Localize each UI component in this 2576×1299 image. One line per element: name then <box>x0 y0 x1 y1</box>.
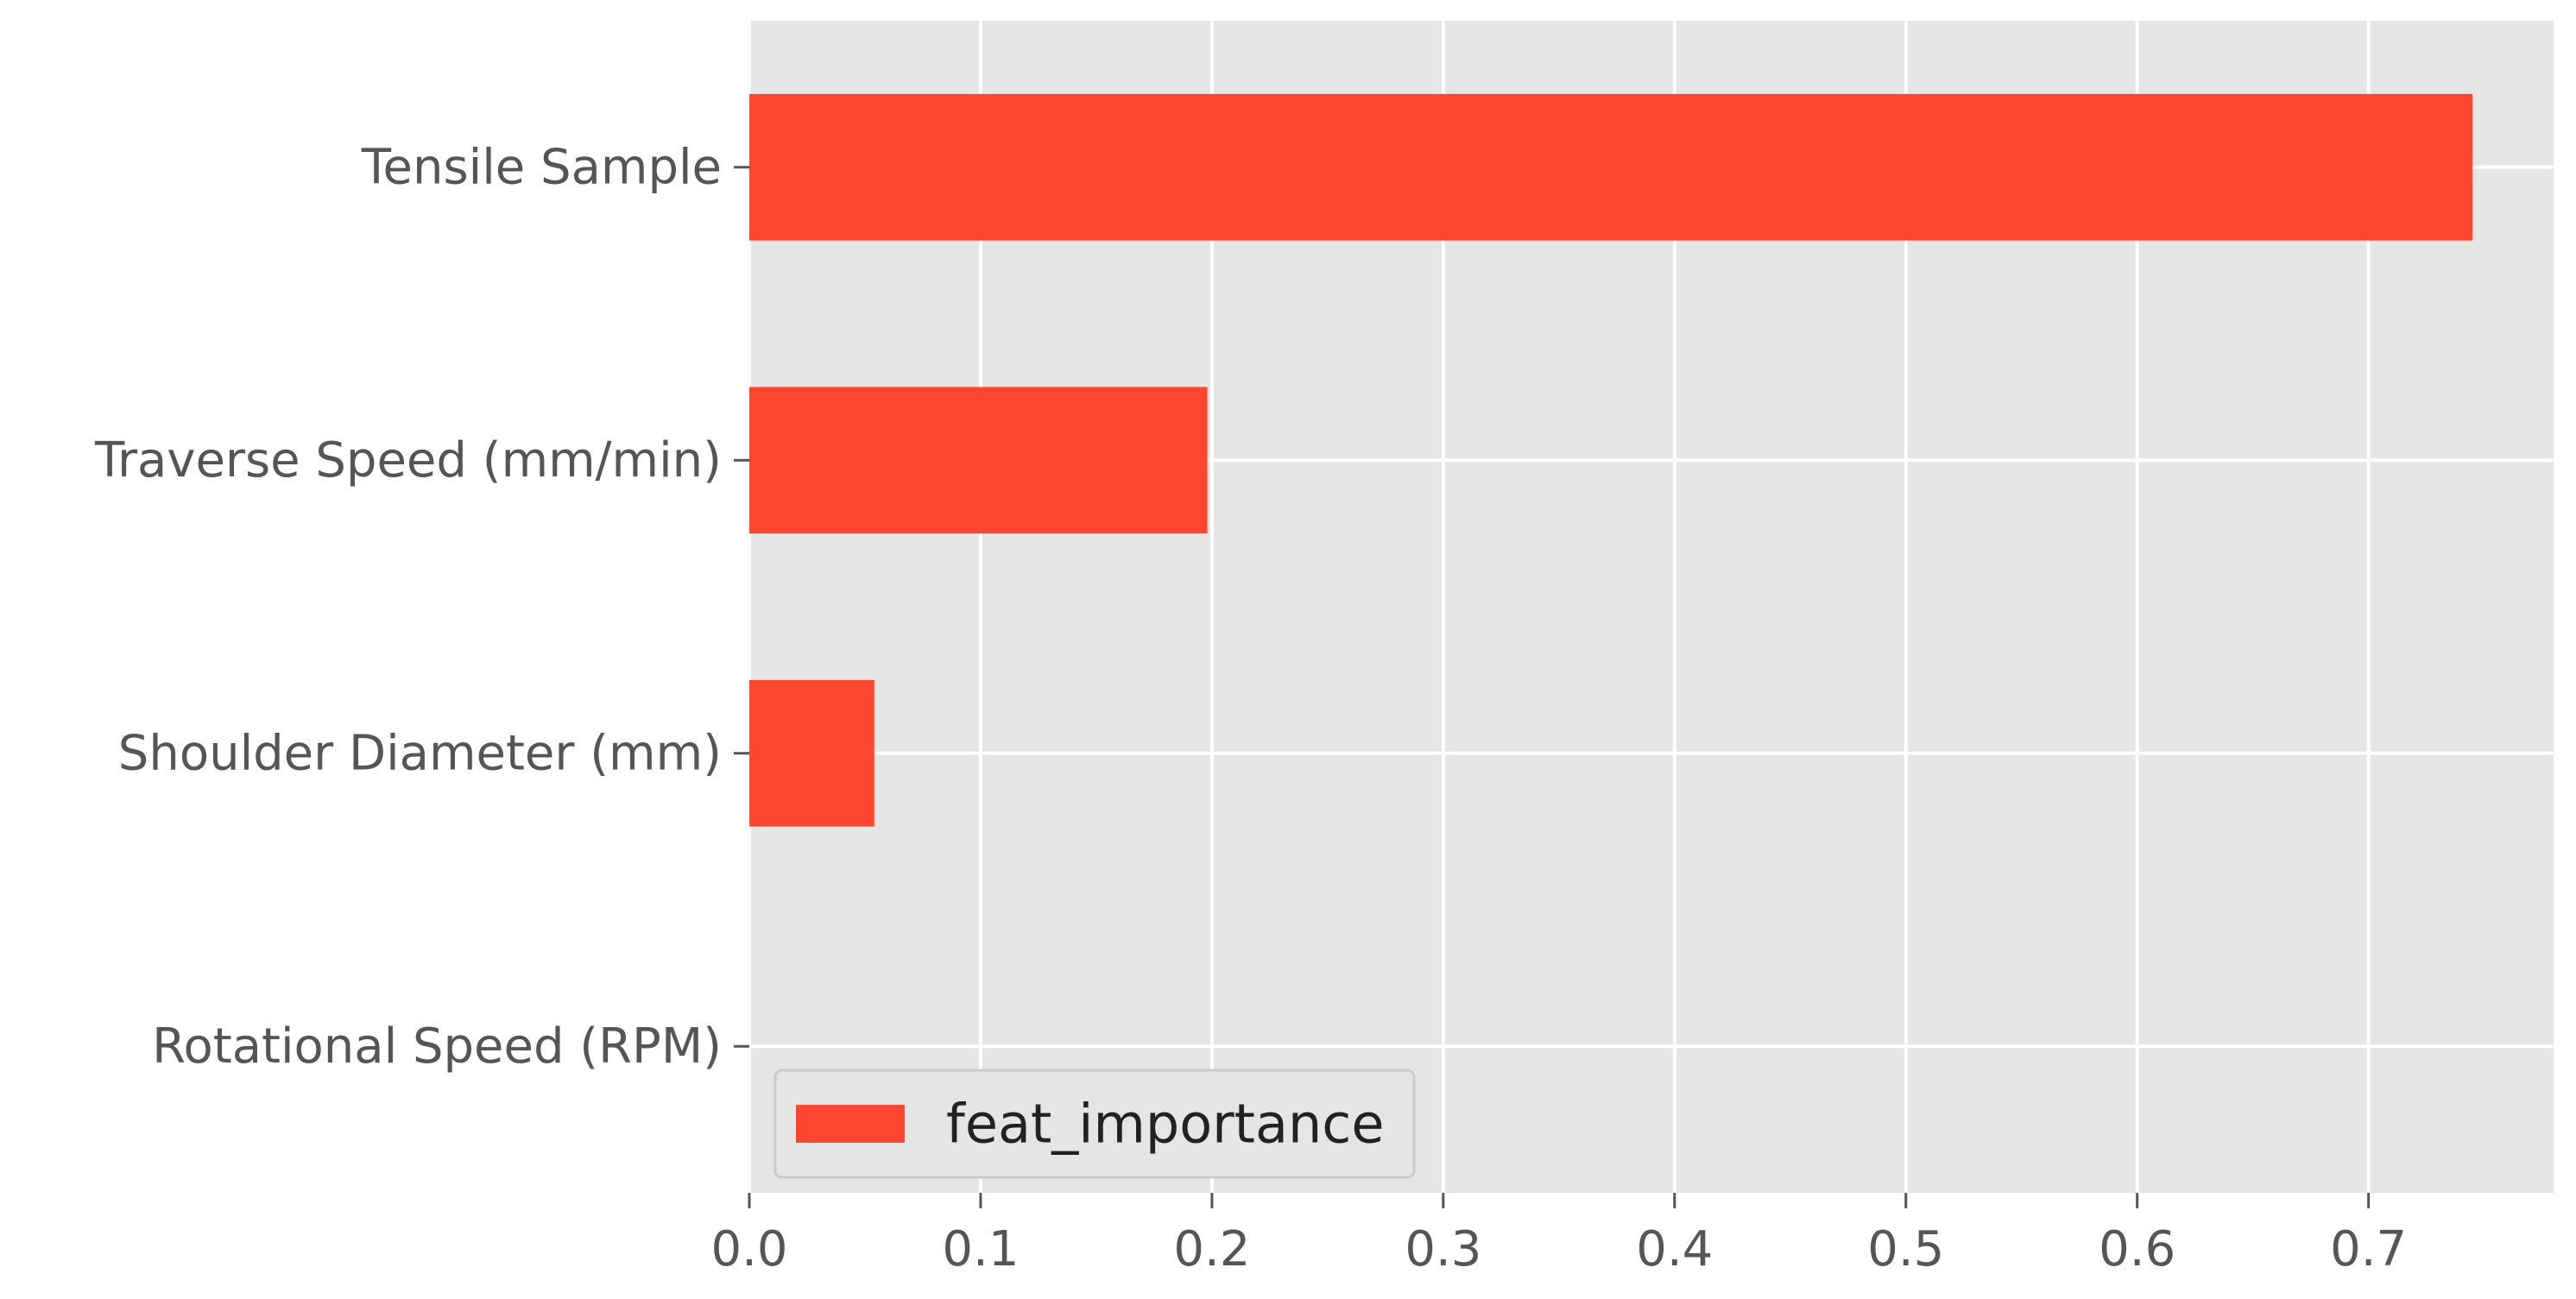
x-tick-label-3: 0.3 <box>1405 1221 1481 1277</box>
y-tick-label-2: Traverse Speed (mm/min) <box>94 432 722 489</box>
x-tick-label-4: 0.4 <box>1636 1221 1713 1277</box>
y-tick-label-3: Tensile Sample <box>361 139 722 195</box>
x-axis-ticks: 0.0 0.1 0.2 0.3 0.4 0.5 0.6 0.7 <box>710 1193 2407 1277</box>
x-tick-label-5: 0.5 <box>1867 1221 1944 1277</box>
y-tick-label-1: Shoulder Diameter (mm) <box>118 725 722 781</box>
y-axis-ticks: Rotational Speed (RPM) Shoulder Diameter … <box>94 139 749 1075</box>
x-tick-label-6: 0.6 <box>2099 1221 2175 1277</box>
x-tick-label-0: 0.0 <box>710 1221 787 1277</box>
x-tick-label-1: 0.1 <box>942 1221 1019 1277</box>
bar-3 <box>749 93 2473 241</box>
legend: feat_importance <box>773 1069 1416 1179</box>
bar-2 <box>749 387 1208 534</box>
x-tick-label-7: 0.7 <box>2330 1221 2407 1277</box>
bars <box>749 93 2473 827</box>
bar-1 <box>749 679 874 827</box>
legend-swatch <box>796 1105 905 1143</box>
legend-label: feat_importance <box>946 1093 1385 1156</box>
x-tick-label-2: 0.2 <box>1173 1221 1250 1277</box>
y-tick-label-0: Rotational Speed (RPM) <box>152 1018 722 1075</box>
legend-box <box>773 1069 1416 1179</box>
